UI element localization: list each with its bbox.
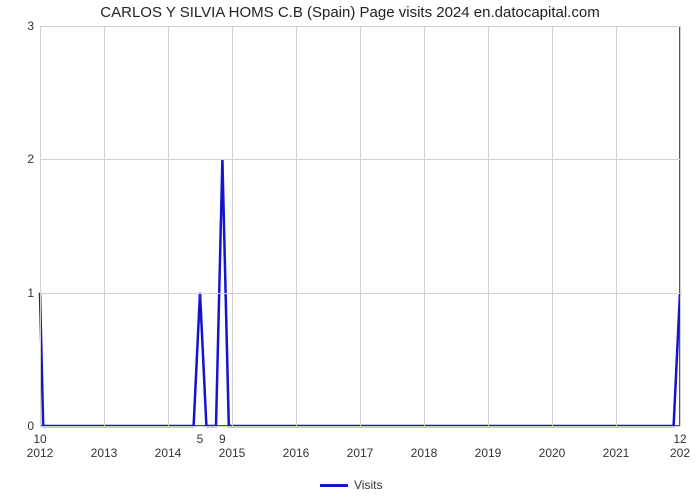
gridline-v: [488, 26, 489, 426]
chart-title: CARLOS Y SILVIA HOMS C.B (Spain) Page vi…: [0, 4, 700, 21]
gridline-h: [40, 426, 680, 427]
gridline-v: [168, 26, 169, 426]
gridline-v: [40, 26, 41, 426]
gridline-v: [616, 26, 617, 426]
y-tick-label: 3: [10, 19, 34, 33]
x-tick-label: 2021: [603, 446, 630, 460]
data-point-label: 9: [219, 432, 226, 446]
legend-label: Visits: [354, 478, 382, 492]
x-tick-label: 2016: [283, 446, 310, 460]
gridline-v: [552, 26, 553, 426]
y-tick-label: 1: [10, 286, 34, 300]
x-tick-label: 2017: [347, 446, 374, 460]
plot-area: [40, 26, 680, 426]
data-point-label: 12: [673, 432, 686, 446]
gridline-v: [424, 26, 425, 426]
gridline-v: [680, 26, 681, 426]
legend: Visits: [320, 478, 382, 492]
x-tick-label: 2019: [475, 446, 502, 460]
chart-container: CARLOS Y SILVIA HOMS C.B (Spain) Page vi…: [0, 0, 700, 500]
y-tick-label: 0: [10, 419, 34, 433]
legend-swatch: [320, 484, 348, 487]
x-tick-label: 202: [670, 446, 690, 460]
gridline-v: [360, 26, 361, 426]
x-tick-label: 2012: [27, 446, 54, 460]
x-tick-label: 2013: [91, 446, 118, 460]
x-tick-label: 2020: [539, 446, 566, 460]
gridline-v: [104, 26, 105, 426]
gridline-v: [296, 26, 297, 426]
x-tick-label: 2014: [155, 446, 182, 460]
y-tick-label: 2: [10, 152, 34, 166]
data-point-label: 10: [33, 432, 46, 446]
x-tick-label: 2018: [411, 446, 438, 460]
x-tick-label: 2015: [219, 446, 246, 460]
gridline-v: [232, 26, 233, 426]
data-point-label: 5: [197, 432, 204, 446]
